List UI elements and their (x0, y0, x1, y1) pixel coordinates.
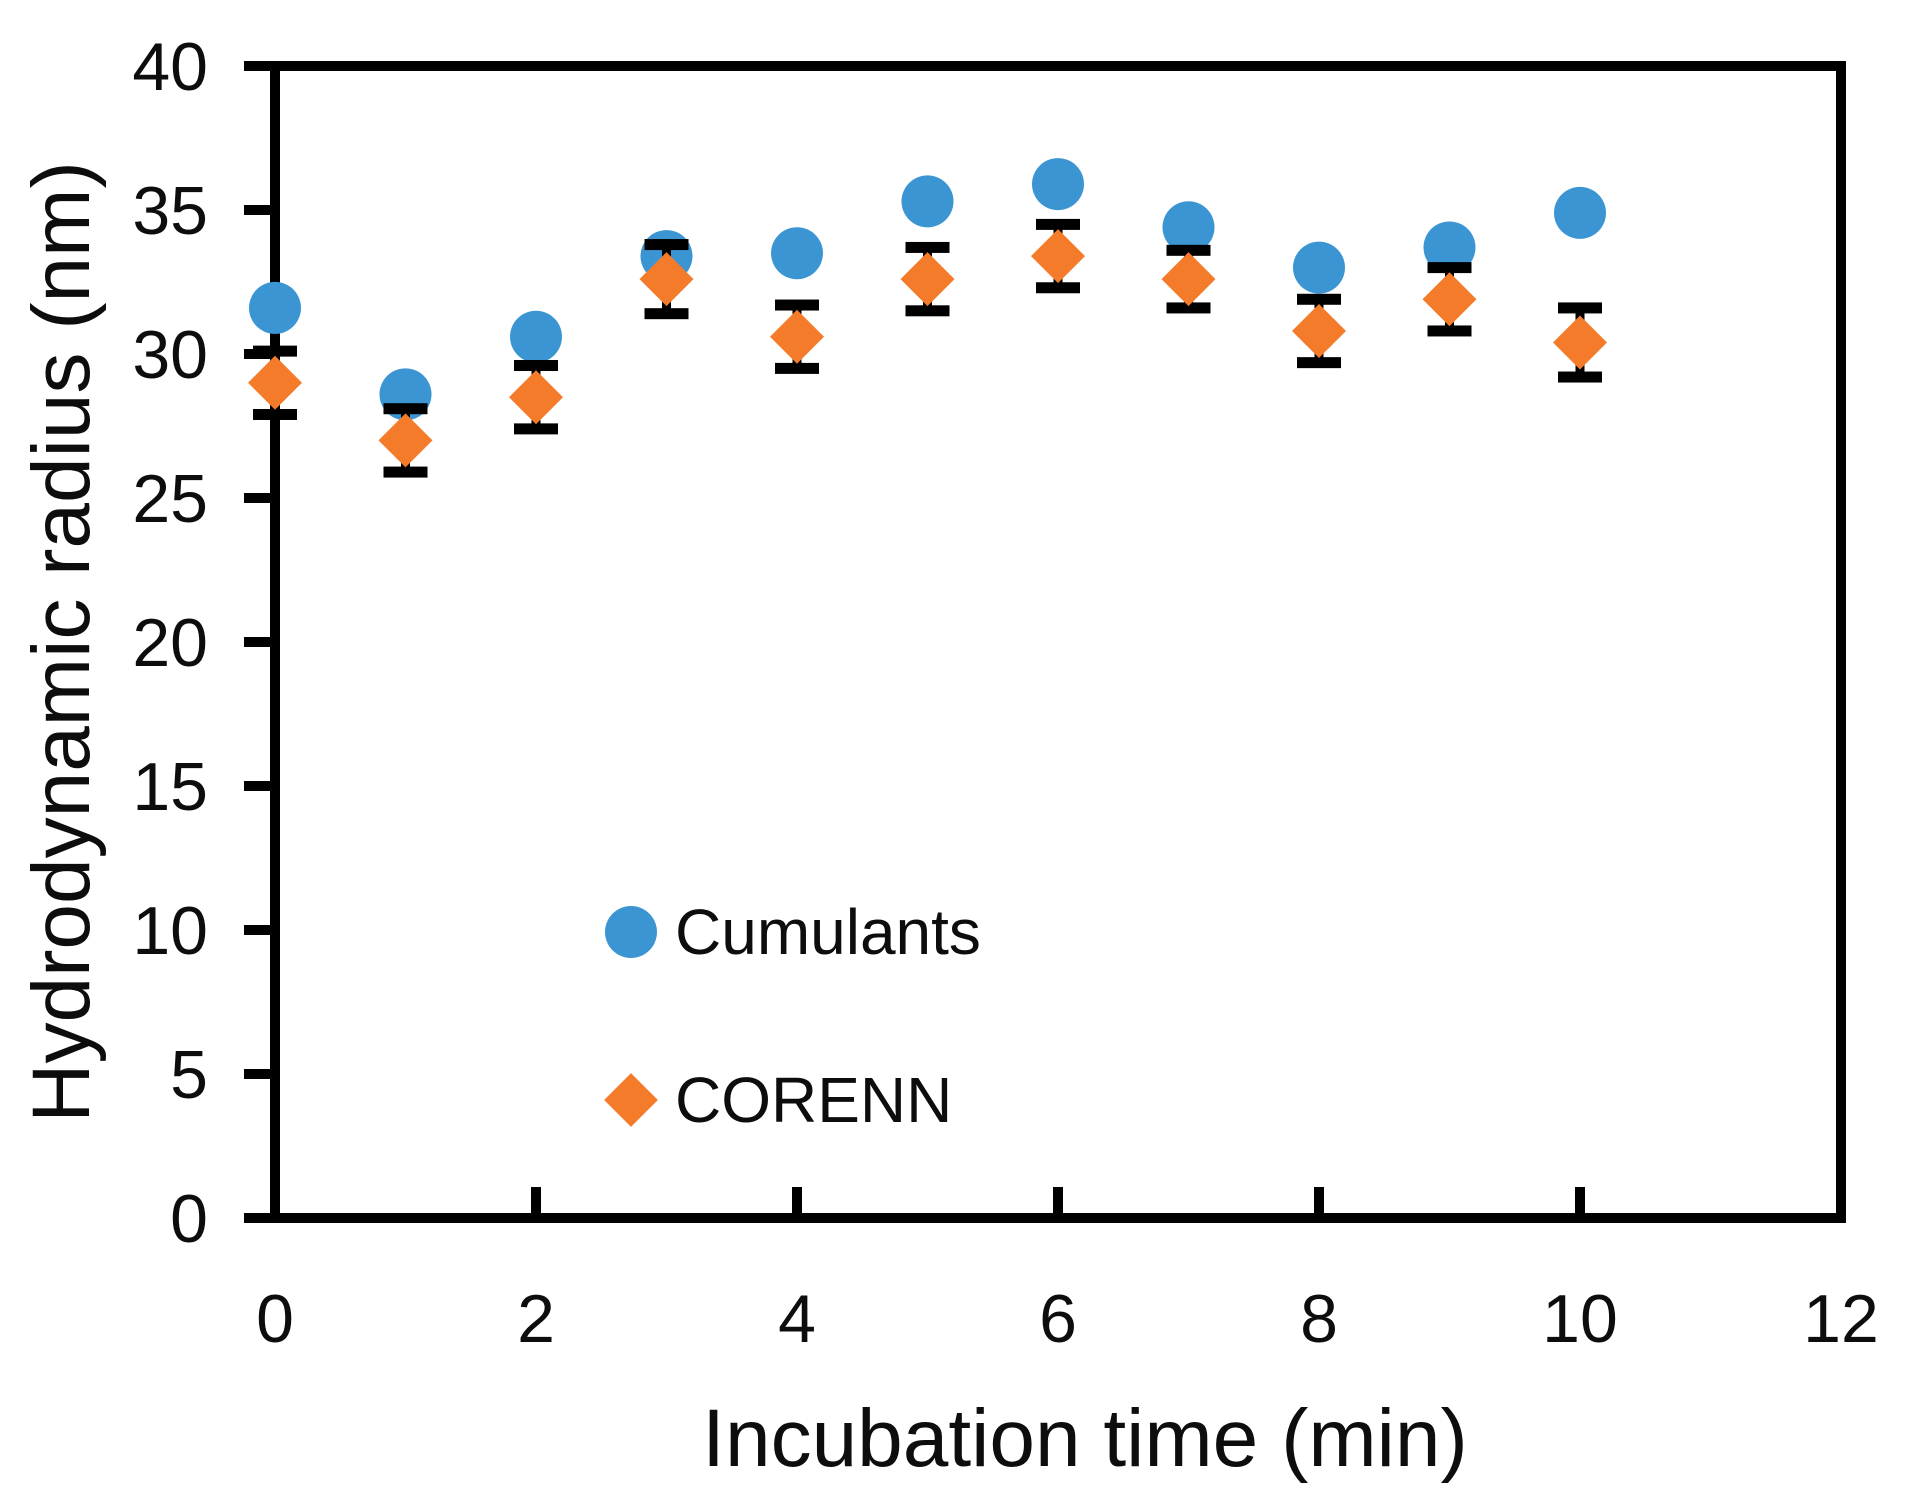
data-point-corenn (1422, 272, 1477, 327)
data-point-cumulants (249, 281, 301, 334)
x-tick-label: 6 (1039, 1281, 1077, 1357)
data-point-cumulants (1554, 186, 1606, 239)
y-tick-label: 25 (132, 461, 208, 537)
y-tick-label: 20 (132, 605, 208, 681)
y-tick (244, 781, 275, 791)
x-tick (1575, 1187, 1585, 1218)
y-tick (244, 637, 275, 647)
legend-label-corenn: CORENN (675, 1064, 953, 1136)
y-tick-label: 30 (132, 317, 208, 393)
error-bar-cap-bottom (253, 408, 297, 420)
legend-item-cumulants: Cumulants (605, 897, 981, 967)
y-axis-title: Hydrodynamic radius (nm) (16, 161, 107, 1123)
x-tick (531, 1187, 541, 1218)
x-tick (792, 1187, 802, 1218)
error-bar-cap-bottom (1166, 302, 1211, 314)
y-tick (244, 205, 275, 215)
y-tick-label: 40 (132, 29, 208, 105)
data-point-corenn (1031, 229, 1085, 284)
legend-label-cumulants: Cumulants (675, 896, 981, 968)
y-tick (244, 61, 275, 71)
legend-item-corenn: CORENN (604, 1064, 953, 1136)
cumulants-circle-icon (605, 906, 657, 958)
data-point-corenn (1553, 315, 1607, 370)
error-bar-cap-bottom (1297, 357, 1341, 369)
error-bar-cap-top (383, 403, 428, 415)
data-point-cumulants (510, 310, 562, 363)
data-point-cumulants (1162, 201, 1215, 254)
x-tick-label: 8 (1300, 1281, 1338, 1357)
y-tick (244, 925, 275, 935)
error-bar-cap-top (1297, 293, 1341, 305)
error-bar-cap-top (775, 299, 819, 311)
data-point-corenn (509, 370, 563, 425)
error-bar-cap-top (1427, 262, 1472, 274)
x-tick-label: 4 (778, 1281, 816, 1357)
data-point-cumulants (901, 175, 954, 228)
x-tick-label: 12 (1803, 1281, 1879, 1357)
data-point-corenn (900, 252, 955, 307)
x-tick-label: 2 (517, 1281, 555, 1357)
data-point-cumulants (771, 227, 823, 280)
y-tick-label: 15 (132, 749, 208, 825)
error-bar-cap-bottom (383, 466, 428, 478)
error-bar-cap-top (514, 360, 558, 372)
x-tick-label: 10 (1542, 1281, 1618, 1357)
data-point-corenn (378, 413, 433, 468)
x-tick (1053, 1187, 1063, 1218)
error-bar-cap-top (905, 241, 950, 253)
data-point-cumulants (1032, 158, 1084, 211)
error-bar-cap-bottom (775, 362, 819, 374)
error-bar-cap-bottom (1558, 371, 1602, 383)
y-tick (244, 1069, 275, 1079)
y-tick (244, 1213, 275, 1223)
y-tick-label: 5 (170, 1037, 208, 1113)
error-bar-cap-bottom (1427, 325, 1472, 337)
data-point-cumulants (1423, 221, 1476, 274)
error-bar-cap-top (644, 239, 689, 251)
x-tick (1314, 1187, 1324, 1218)
plot-border (270, 61, 1846, 1223)
x-tick-label: 0 (256, 1281, 294, 1357)
error-bar-cap-bottom (514, 423, 558, 435)
data-point-corenn (639, 252, 694, 307)
data-point-corenn (1292, 303, 1346, 358)
error-bar-cap-top (253, 345, 297, 357)
x-axis-title: Incubation time (min) (702, 1393, 1468, 1484)
y-tick-label: 10 (132, 893, 208, 969)
y-tick (244, 493, 275, 503)
error-bar-cap-bottom (1036, 282, 1080, 294)
error-bar-cap-top (1036, 218, 1080, 230)
data-point-corenn (1161, 252, 1216, 307)
error-bar-cap-bottom (644, 308, 689, 320)
data-point-cumulants (1293, 241, 1345, 294)
error-bar-cap-top (1166, 244, 1211, 256)
error-bar-cap-bottom (905, 305, 950, 317)
data-point-corenn (248, 355, 302, 410)
data-point-corenn (770, 309, 824, 364)
y-tick-label: 35 (132, 173, 208, 249)
y-tick-label: 0 (170, 1181, 208, 1257)
error-bar-cap-top (1558, 302, 1602, 314)
corenn-diamond-icon (604, 1073, 658, 1127)
